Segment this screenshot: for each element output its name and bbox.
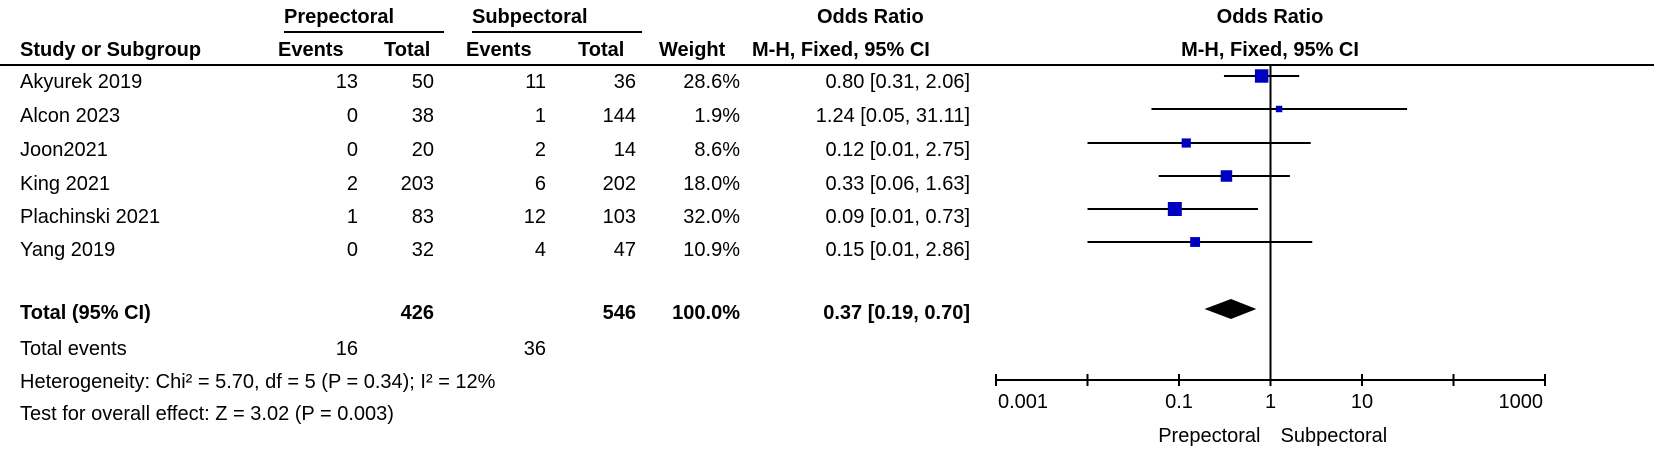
header-rule xyxy=(0,64,1654,66)
odds-ratio-header-right: Odds Ratio xyxy=(1216,6,1324,28)
total-ci: 0.37 [0.19, 0.70] xyxy=(823,302,970,324)
group2-header: Subpectoral xyxy=(472,6,588,28)
study-ci: 0.09 [0.01, 0.73] xyxy=(825,206,970,228)
study-total2: 14 xyxy=(613,139,636,161)
col-method-header-right: M-H, Fixed, 95% CI xyxy=(1181,39,1359,61)
study-total1: 50 xyxy=(411,71,434,93)
study-name: Alcon 2023 xyxy=(20,105,121,127)
study-ci: 0.12 [0.01, 2.75] xyxy=(825,139,970,161)
col-events2-header: Events xyxy=(466,39,532,61)
favours-right-label: Subpectoral xyxy=(1281,425,1388,447)
col-total2-header: Total xyxy=(578,39,625,61)
study-marker xyxy=(1181,138,1191,148)
study-weight: 18.0% xyxy=(683,173,740,195)
total-total1: 426 xyxy=(400,302,434,324)
study-total1: 32 xyxy=(411,239,434,261)
study-name: Joon2021 xyxy=(20,139,108,161)
study-ci: 0.80 [0.31, 2.06] xyxy=(825,71,970,93)
x-axis-tick-label: 1 xyxy=(1265,391,1276,413)
study-events2: 12 xyxy=(523,206,546,228)
study-events1: 0 xyxy=(346,139,358,161)
x-axis-tick-label: 10 xyxy=(1351,391,1373,413)
study-total1: 203 xyxy=(400,173,434,195)
study-total1: 20 xyxy=(411,139,434,161)
favours-left-label: Prepectoral xyxy=(1158,425,1260,447)
study-ci: 0.15 [0.01, 2.86] xyxy=(825,239,970,261)
study-total2: 47 xyxy=(613,239,636,261)
study-marker xyxy=(1254,69,1269,83)
col-total1-header: Total xyxy=(384,39,431,61)
study-marker xyxy=(1220,170,1233,182)
study-events1: 2 xyxy=(346,173,358,195)
col-method-header-left: M-H, Fixed, 95% CI xyxy=(752,39,930,61)
col-weight-header: Weight xyxy=(659,39,726,61)
study-ci: 0.33 [0.06, 1.63] xyxy=(825,173,970,195)
study-marker xyxy=(1275,105,1283,113)
total-events-label: Total events xyxy=(20,338,127,360)
group1-header: Prepectoral xyxy=(284,6,395,28)
study-marker xyxy=(1167,202,1182,216)
x-axis-tick-label: 1000 xyxy=(1499,391,1544,413)
col-events1-header: Events xyxy=(278,39,344,61)
study-ci: 1.24 [0.05, 31.11] xyxy=(815,105,970,127)
study-total2: 103 xyxy=(602,206,636,228)
study-total1: 83 xyxy=(411,206,434,228)
study-weight: 8.6% xyxy=(694,139,740,161)
total-label: Total (95% CI) xyxy=(20,302,151,324)
study-name: Akyurek 2019 xyxy=(20,71,143,93)
group1-underline xyxy=(284,31,444,33)
study-events1: 13 xyxy=(335,71,358,93)
study-weight: 28.6% xyxy=(683,71,740,93)
study-events1: 0 xyxy=(346,105,358,127)
study-total2: 36 xyxy=(613,71,636,93)
study-name: Yang 2019 xyxy=(20,239,116,261)
study-weight: 32.0% xyxy=(683,206,740,228)
study-events2: 1 xyxy=(534,105,546,127)
study-total2: 202 xyxy=(602,173,636,195)
study-total1: 38 xyxy=(411,105,434,127)
x-axis-tick-label: 0.1 xyxy=(1165,391,1193,413)
study-marker xyxy=(1190,237,1201,247)
study-weight: 10.9% xyxy=(683,239,740,261)
x-axis-tick-label: 0.001 xyxy=(998,391,1048,413)
study-name: King 2021 xyxy=(20,173,111,195)
total-events2: 36 xyxy=(523,338,546,360)
study-events2: 4 xyxy=(534,239,546,261)
study-events1: 1 xyxy=(346,206,358,228)
overall-effect-text: Test for overall effect: Z = 3.02 (P = 0… xyxy=(20,403,394,425)
study-weight: 1.9% xyxy=(694,105,740,127)
study-events1: 0 xyxy=(346,239,358,261)
heterogeneity-text: Heterogeneity: Chi² = 5.70, df = 5 (P = … xyxy=(20,371,496,393)
odds-ratio-header-left: Odds Ratio xyxy=(817,6,924,28)
study-events2: 11 xyxy=(525,71,546,93)
group2-underline xyxy=(472,31,642,33)
total-total2: 546 xyxy=(602,302,636,324)
total-events1: 16 xyxy=(335,338,358,360)
study-events2: 2 xyxy=(534,139,546,161)
pooled-diamond xyxy=(1204,299,1257,319)
study-name: Plachinski 2021 xyxy=(20,206,161,228)
study-total2: 144 xyxy=(602,105,636,127)
total-weight: 100.0% xyxy=(672,302,740,324)
col-study-header: Study or Subgroup xyxy=(20,39,202,61)
study-events2: 6 xyxy=(534,173,546,195)
